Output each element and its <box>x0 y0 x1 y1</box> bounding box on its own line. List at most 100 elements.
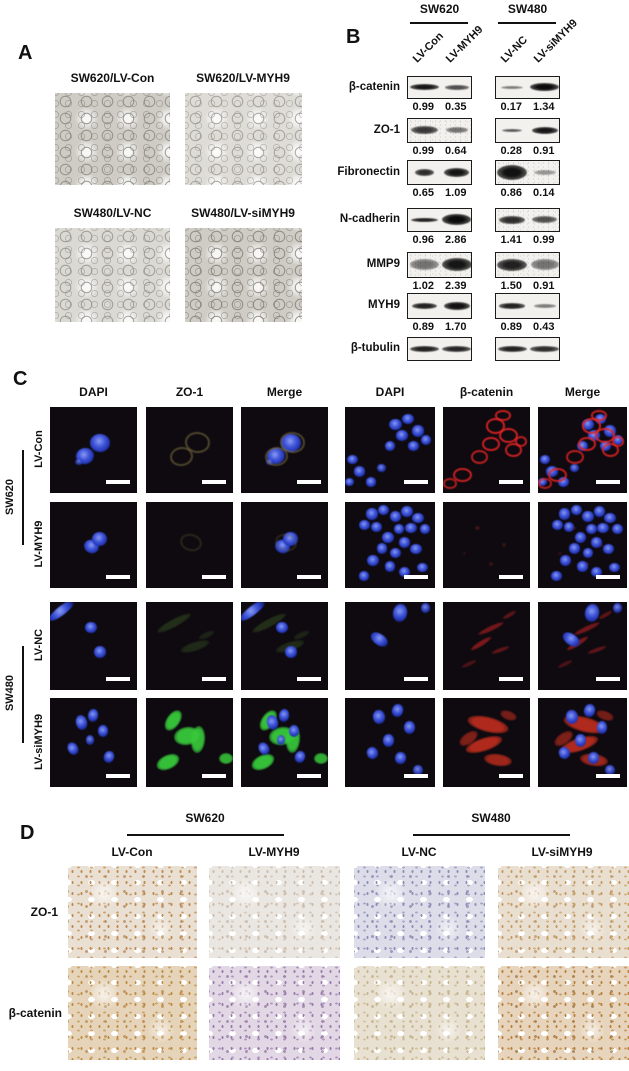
blot-box <box>407 293 472 319</box>
nucleus-blob <box>404 721 416 734</box>
protein-label: MMP9 <box>366 258 400 270</box>
nucleus-blob <box>74 458 83 466</box>
nucleus-blob <box>407 440 420 451</box>
stain-blob <box>501 609 517 621</box>
band-values: 0.89 1.70 <box>407 321 472 333</box>
stain-blob <box>452 467 472 483</box>
nucleus-blob <box>395 430 408 441</box>
scale-bar <box>499 774 523 778</box>
stain-blob <box>461 658 477 669</box>
cell-line-header: SW480 <box>471 811 511 825</box>
stain-blob <box>483 751 513 768</box>
nucleus-blob <box>611 523 623 534</box>
ihc-image <box>68 966 197 1060</box>
stain-blob <box>190 725 207 754</box>
confocal-image <box>443 502 530 588</box>
stain-blob <box>558 551 563 556</box>
nucleus-blob <box>390 702 405 719</box>
nucleus-blob <box>593 505 606 518</box>
confocal-image <box>345 698 435 787</box>
confocal-image <box>345 602 435 690</box>
nucleus-blob <box>612 602 622 614</box>
nucleus-blob <box>421 434 431 445</box>
protein-label: N-cadherin <box>339 213 400 225</box>
nucleus-blob <box>92 532 107 546</box>
condition-label: LV-Con <box>33 430 45 468</box>
blot-band <box>530 346 559 352</box>
nucleus-blob <box>377 463 387 473</box>
nucleus-blob <box>364 745 380 761</box>
blot-band <box>530 83 559 92</box>
band-value: 0.91 <box>533 145 555 157</box>
band-values: 0.96 2.86 <box>407 234 472 246</box>
nucleus-blob <box>345 477 355 487</box>
nucleus-blob <box>93 646 106 658</box>
confocal-image <box>50 407 137 493</box>
nucleus-blob <box>384 440 396 451</box>
blot-band <box>410 217 438 223</box>
scale-bar <box>106 774 130 778</box>
nucleus-blob <box>399 537 410 548</box>
confocal-image <box>345 407 435 493</box>
blot-band <box>441 258 471 272</box>
band-value: 1.50 <box>500 280 522 292</box>
blot-band <box>411 302 437 309</box>
stain-blob <box>475 525 481 530</box>
scale-bar <box>404 677 428 681</box>
ihc-image <box>354 866 485 958</box>
nucleus-blob <box>353 466 366 477</box>
stain-blob <box>488 562 494 566</box>
condition-label: LV-Con <box>111 845 153 859</box>
micrograph-title-4: SW480/LV-siMYH9 <box>191 206 295 220</box>
nucleus-blob <box>412 513 424 524</box>
ihc-image <box>498 866 629 958</box>
nucleus-blob <box>419 523 431 534</box>
nucleus-blob <box>591 537 603 548</box>
nucleus-blob <box>366 508 378 520</box>
band-value: 2.39 <box>445 280 467 292</box>
condition-label: LV-MYH9 <box>33 520 45 568</box>
stain-blob <box>566 450 585 464</box>
nucleus-blob <box>378 504 390 515</box>
condition-label: LV-siMYH9 <box>531 845 593 859</box>
ihc-image <box>209 866 340 958</box>
band-value: 0.91 <box>533 280 555 292</box>
stain-blob <box>591 410 608 421</box>
blot-band <box>410 126 438 135</box>
nucleus-blob <box>86 734 94 745</box>
blot-band <box>502 128 523 132</box>
stain-blob <box>578 436 596 452</box>
stain-blob <box>586 644 607 656</box>
scale-bar <box>297 575 321 579</box>
scale-bar <box>106 677 130 681</box>
lane-label: LV-NC <box>498 34 531 66</box>
stain-blob <box>463 551 467 556</box>
nucleus-blob <box>588 430 600 441</box>
blot-noise <box>408 119 471 142</box>
blot-box <box>495 252 560 278</box>
group-bracket-line <box>22 450 24 545</box>
confocal-image <box>241 698 328 787</box>
blot-band <box>499 303 526 309</box>
stain-blob <box>482 436 500 452</box>
nucleus-blob <box>404 522 417 533</box>
band-value: 0.65 <box>412 187 434 199</box>
stain-blob <box>601 443 619 457</box>
stain-blob <box>477 620 505 637</box>
band-value: 1.09 <box>445 187 467 199</box>
blot-band <box>409 345 439 352</box>
band-value: 1.41 <box>500 234 522 246</box>
band-value: 0.86 <box>500 187 522 199</box>
nucleus-blob <box>604 513 616 524</box>
panel-c-label: C <box>13 368 28 390</box>
nucleus-blob <box>283 532 298 546</box>
band-values: 0.65 1.09 <box>407 187 472 199</box>
nucleus-blob <box>73 714 89 732</box>
nucleus-blob <box>420 602 430 614</box>
stain-blob <box>154 750 183 774</box>
nucleus-blob <box>371 521 382 533</box>
ihc-image <box>354 966 485 1060</box>
nucleus-blob <box>241 602 268 624</box>
blot-band <box>533 304 556 308</box>
nucleus-blob <box>559 554 572 567</box>
